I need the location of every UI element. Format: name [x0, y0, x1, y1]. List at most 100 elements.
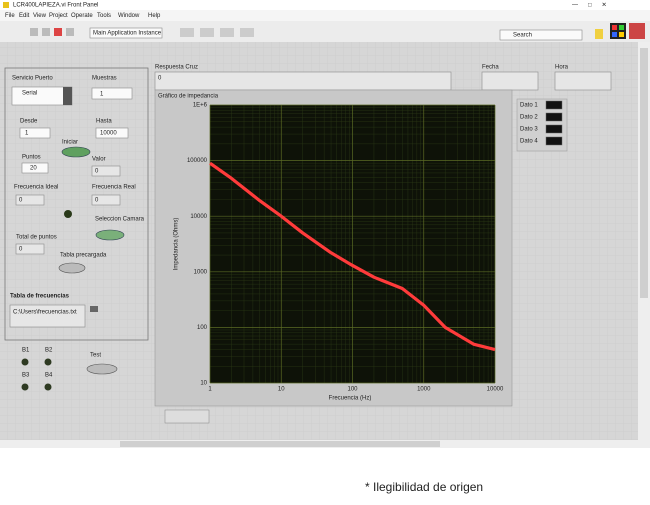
- legend-label: Dato 1: [520, 103, 538, 109]
- label: Hasta: [96, 119, 112, 125]
- total-field: [15, 243, 45, 255]
- context-box[interactable]: [89, 27, 163, 39]
- x-tick-label: 10: [278, 387, 285, 393]
- value: 20: [30, 166, 37, 172]
- value: 0: [19, 247, 23, 253]
- led: [64, 210, 72, 218]
- y-tick-label: 1E+6: [193, 103, 208, 109]
- search-box[interactable]: [499, 29, 583, 41]
- context-text: Main Application Instance: [93, 31, 162, 37]
- leds: [21, 358, 52, 391]
- label: Frecuencia Real: [92, 185, 136, 191]
- label: Desde: [20, 119, 38, 125]
- data-line: [209, 161, 496, 352]
- menu-item[interactable]: File: [5, 13, 15, 19]
- label: Frecuencia Ideal: [14, 185, 58, 191]
- from-input[interactable]: [19, 127, 51, 139]
- y-tick-label: 10: [200, 381, 207, 387]
- label: B3: [22, 373, 30, 379]
- panel-icons: [595, 23, 645, 39]
- ideal-field: [15, 194, 45, 206]
- value: C:\Users\frecuencias.txt: [13, 310, 77, 316]
- value: 10000: [100, 131, 117, 137]
- legend-label: Dato 2: [520, 115, 538, 121]
- legend-label: Dato 3: [520, 127, 538, 133]
- value: 0: [95, 169, 99, 175]
- menu-item[interactable]: Tools: [97, 13, 111, 19]
- menu-item[interactable]: Operate: [71, 13, 93, 19]
- label: Seleccion Camara: [95, 217, 145, 223]
- menu-item[interactable]: Help: [148, 13, 161, 19]
- label: Valor: [92, 157, 106, 163]
- app-icon: [3, 2, 9, 8]
- window-buttons[interactable]: — □ ✕: [572, 3, 607, 9]
- response-field: [154, 71, 452, 91]
- label: Puntos: [22, 155, 41, 161]
- graph-title: Gráfico de impedancia: [158, 94, 219, 100]
- label: B2: [45, 348, 53, 354]
- legend-swatch: [545, 100, 563, 110]
- label: Hora: [555, 65, 569, 71]
- x-axis-label: Frecuencia (Hz): [329, 396, 372, 402]
- value: Serial: [22, 91, 37, 97]
- preload-toggle[interactable]: [58, 262, 86, 274]
- time-field: [554, 71, 612, 91]
- control-group: [4, 67, 149, 341]
- graph-palette[interactable]: [164, 409, 210, 424]
- scroll-thumb[interactable]: [120, 441, 440, 447]
- menu-item[interactable]: Window: [118, 13, 140, 19]
- dropdown-arrow[interactable]: [63, 87, 72, 105]
- y-tick-label: 1000: [194, 269, 208, 275]
- label: Respuesta Cruz: [155, 65, 198, 71]
- y-axis-label: Impedancia (Ohms): [174, 218, 180, 271]
- x-tick-label: 10000: [487, 387, 504, 393]
- y-tick-label: 100: [197, 325, 208, 331]
- search-text: Search: [513, 33, 532, 39]
- date-field: [481, 71, 539, 91]
- label: B1: [22, 348, 30, 354]
- label: Servicio Puerto: [12, 76, 53, 82]
- points-input[interactable]: [21, 162, 49, 174]
- real-field: [91, 194, 121, 206]
- y-tick-label: 100000: [187, 158, 208, 164]
- menu-item[interactable]: Edit: [19, 13, 30, 19]
- legend-label: Dato 4: [520, 139, 538, 145]
- label: Iniciar: [62, 140, 78, 146]
- value-field: [91, 165, 121, 177]
- to-input[interactable]: [95, 127, 129, 139]
- start-button[interactable]: [61, 146, 91, 158]
- x-tick-label: 1: [208, 387, 212, 393]
- label: Tabla precargada: [60, 253, 107, 259]
- value: 1: [100, 92, 104, 98]
- label: Muestras: [92, 76, 117, 82]
- menu-item[interactable]: Project: [49, 13, 68, 19]
- label: B4: [45, 373, 53, 379]
- legend-swatch: [545, 112, 563, 122]
- scroll-thumb[interactable]: [640, 48, 648, 298]
- value: 0: [158, 76, 162, 82]
- value: 0: [19, 198, 23, 204]
- browse-button[interactable]: [90, 306, 98, 312]
- menu-item[interactable]: View: [33, 13, 47, 19]
- samples-input[interactable]: [91, 87, 133, 100]
- label: Fecha: [482, 65, 499, 71]
- value: 1: [25, 131, 29, 137]
- value: 0: [95, 198, 99, 204]
- toolbar: [0, 21, 650, 42]
- table-path[interactable]: [9, 304, 86, 328]
- footnote: * Ilegibilidad de origen: [365, 480, 483, 494]
- window-title: LCR400LAPIEZA.vi Front Panel: [13, 3, 98, 9]
- legend-swatch: [545, 124, 563, 134]
- y-tick-label: 10000: [190, 214, 207, 220]
- x-tick-label: 100: [347, 387, 358, 393]
- title-bar: [0, 0, 650, 10]
- x-tick-label: 1000: [417, 387, 431, 393]
- legend-swatch: [545, 136, 563, 146]
- run-buttons[interactable]: [30, 28, 74, 36]
- test-toggle[interactable]: [86, 363, 118, 375]
- tool-buttons[interactable]: [180, 28, 254, 37]
- camera-toggle[interactable]: [95, 229, 125, 241]
- label: Total de puntos: [16, 235, 57, 241]
- menu-bar: [0, 10, 650, 21]
